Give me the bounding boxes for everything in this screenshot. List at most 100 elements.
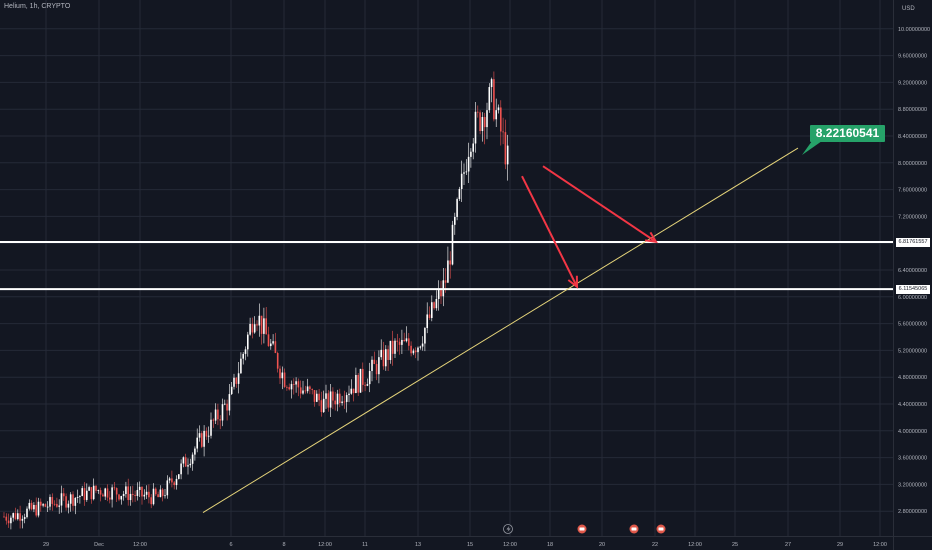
candle-body — [201, 433, 203, 447]
annotation-arrow[interactable] — [542, 165, 657, 243]
candle-body — [127, 486, 129, 501]
x-tick-label: 12:00 — [503, 542, 517, 548]
candle-body — [7, 520, 10, 524]
candle-body — [83, 488, 86, 500]
annotation-arrow[interactable] — [521, 175, 578, 288]
candle-body — [17, 513, 19, 520]
y-tick-label: 4.80000000 — [898, 375, 927, 381]
y-tick-label: 7.20000000 — [898, 214, 927, 220]
candle-body — [456, 199, 458, 217]
candle-body — [95, 485, 97, 491]
x-tick-label: 8 — [282, 542, 285, 548]
candle-body — [106, 488, 109, 498]
candle-body — [295, 381, 297, 385]
candle-body — [343, 401, 346, 403]
candle-body — [387, 349, 389, 360]
candle-body — [408, 338, 410, 346]
candle-body — [12, 513, 14, 518]
candle-body — [244, 349, 247, 354]
candle-body — [226, 403, 228, 411]
symbol-label: Helium, 1h, CRYPTO — [4, 3, 71, 10]
trendline[interactable] — [202, 147, 799, 513]
candle-body — [249, 323, 251, 335]
candle-body — [276, 353, 279, 369]
candle-body — [440, 289, 442, 297]
candle-body — [191, 454, 194, 464]
candle-body — [502, 131, 504, 133]
candle-body — [86, 490, 88, 500]
y-tick-label: 8.80000000 — [898, 107, 927, 113]
candle-body — [263, 318, 265, 334]
candle-body — [380, 349, 382, 358]
candle-body — [274, 341, 277, 354]
candle-body — [102, 494, 104, 497]
y-tick-label: 4.40000000 — [898, 402, 927, 408]
candle-body — [428, 314, 431, 318]
candle-body — [88, 487, 90, 491]
candle-body — [493, 79, 495, 120]
candle-body — [67, 503, 70, 508]
candle-body — [391, 340, 394, 354]
lightning-icon[interactable] — [503, 524, 513, 534]
level-tag-upper: 6.81761557 — [896, 238, 930, 247]
candle-body — [437, 289, 440, 299]
candle-body — [477, 111, 479, 113]
x-tick-label: 6 — [229, 542, 232, 548]
candle-body — [364, 384, 366, 386]
candle-body — [385, 349, 387, 367]
candle-body — [474, 111, 477, 144]
candle-body — [283, 372, 286, 387]
candle-body — [60, 493, 63, 506]
candle-body — [217, 409, 219, 420]
candle-body — [58, 505, 60, 507]
candle-body — [490, 79, 493, 88]
y-tick-label: 6.00000000 — [898, 295, 927, 301]
y-tick-label: 10.00000000 — [898, 27, 930, 33]
candle-body — [371, 359, 373, 372]
candle-body — [426, 314, 428, 329]
candle-body — [405, 338, 408, 342]
candle-body — [470, 151, 472, 157]
candle-body — [258, 315, 261, 326]
price-callout: 8.22160541 — [810, 125, 885, 142]
candle-body — [458, 188, 461, 200]
candle-body — [304, 390, 307, 392]
candle-body — [129, 493, 132, 501]
candle-body — [224, 403, 226, 405]
candle-body — [336, 393, 339, 405]
candle-body — [334, 400, 336, 405]
candle-body — [134, 494, 136, 496]
candle-body — [221, 404, 224, 421]
candle-body — [366, 384, 369, 386]
currency-label[interactable]: USD — [902, 6, 915, 12]
candle-body — [189, 463, 192, 466]
candle-body — [5, 516, 8, 521]
candle-body — [403, 339, 405, 342]
y-tick-label: 2.80000000 — [898, 509, 927, 515]
x-tick-label: 11 — [362, 542, 368, 548]
candle-body — [460, 173, 463, 189]
candle-body — [297, 381, 300, 388]
level-tag-lower: 6.11545065 — [896, 285, 930, 294]
candle-body — [198, 433, 201, 438]
candle-body — [99, 490, 102, 495]
y-tick-label: 5.20000000 — [898, 348, 927, 354]
candle-body — [155, 488, 157, 495]
y-tick-label: 9.60000000 — [898, 54, 927, 60]
candle-body — [375, 363, 378, 375]
x-tick-label: 12:00 — [688, 542, 702, 548]
candle-body — [214, 409, 217, 421]
candle-body — [286, 386, 288, 388]
candle-body — [97, 490, 100, 491]
candle-body — [293, 384, 295, 385]
candle-body — [325, 393, 327, 399]
candle-body — [109, 497, 111, 500]
x-tick-label: 12:00 — [133, 542, 147, 548]
candle-body — [40, 501, 42, 506]
candle-body — [120, 496, 123, 500]
candle-body — [488, 87, 491, 111]
candle-body — [253, 324, 256, 333]
